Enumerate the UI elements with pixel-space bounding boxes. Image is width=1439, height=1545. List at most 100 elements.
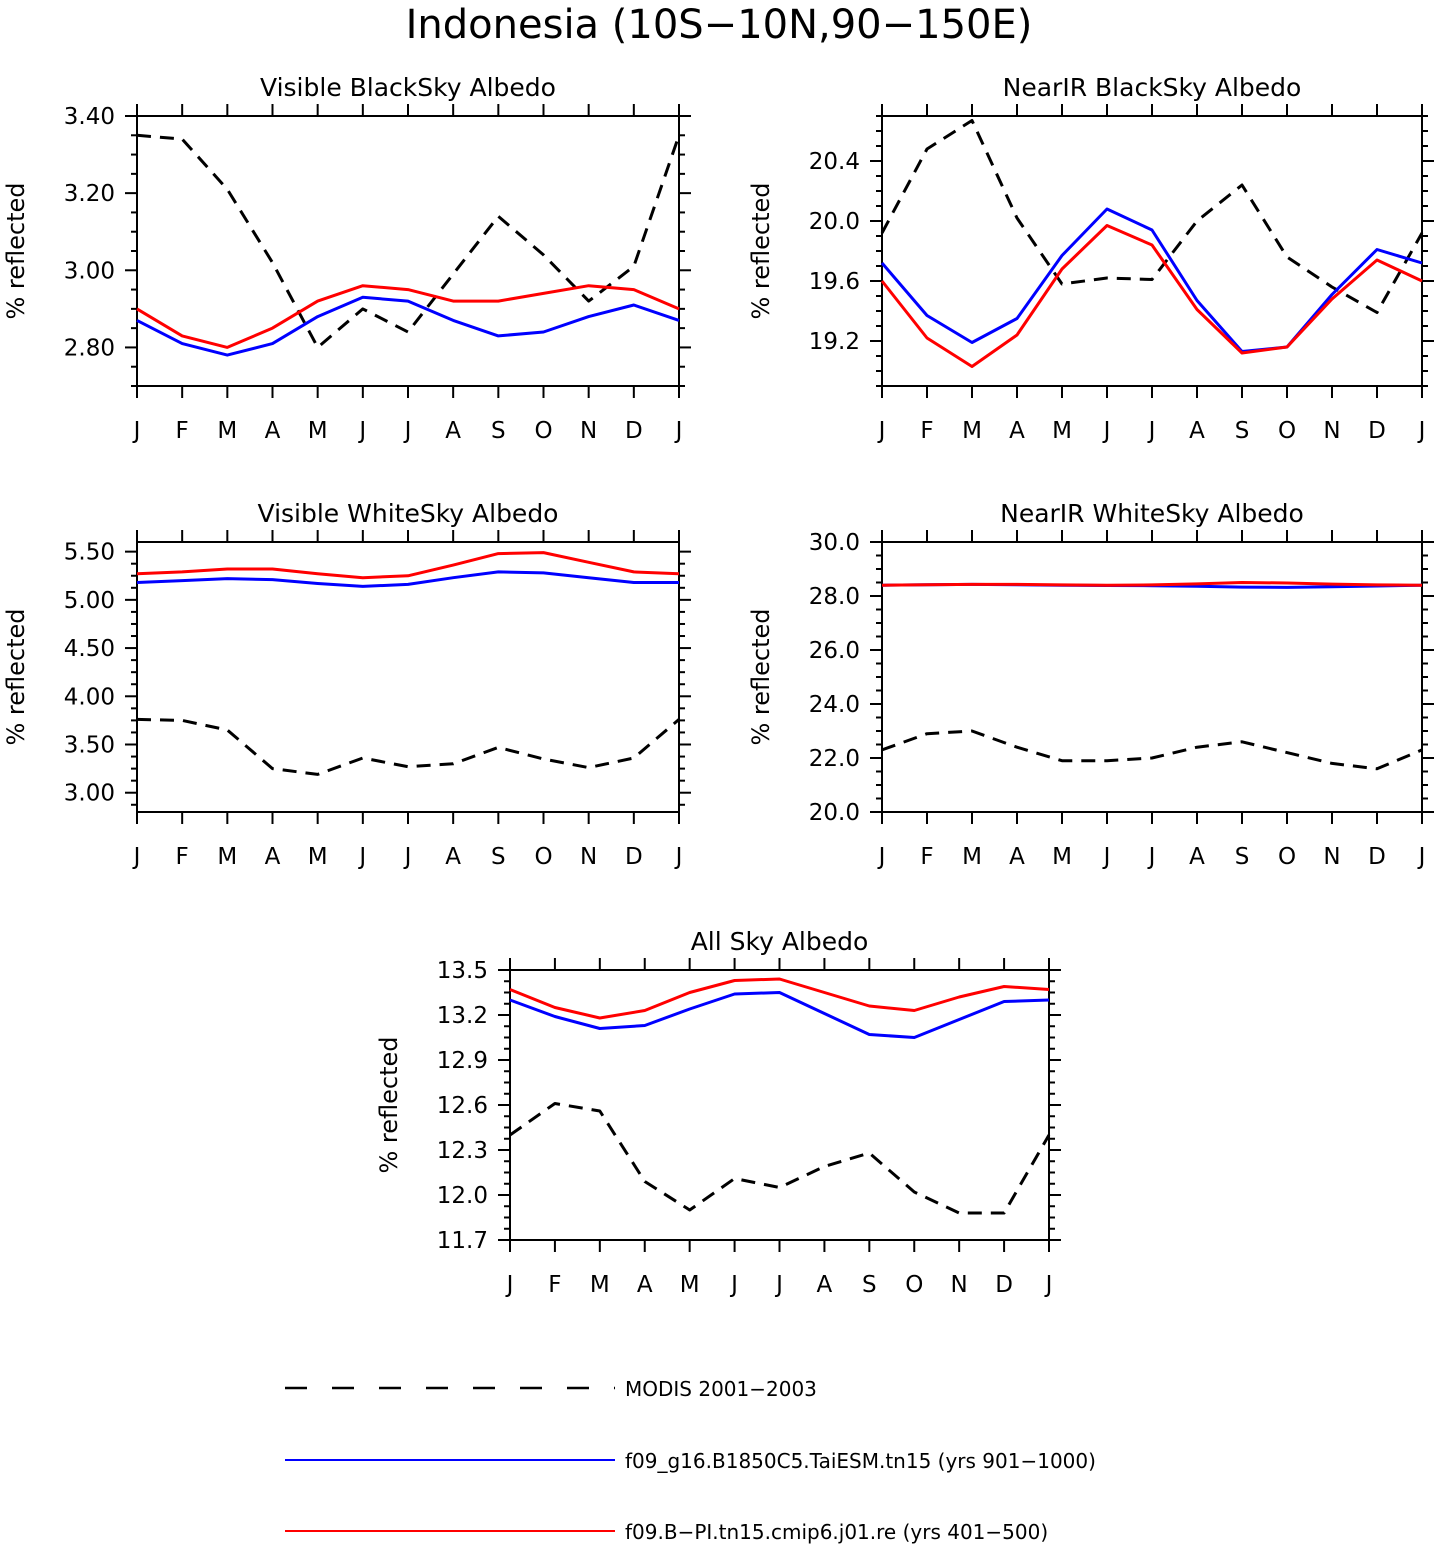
x-tick-label: O <box>1278 418 1296 444</box>
x-tick-label: M <box>308 844 328 870</box>
y-tick-label: 20.0 <box>809 209 860 235</box>
plot-frame <box>881 115 1423 387</box>
panel-1: Visible BlackSky Albedo % reflected J F M A M J… <box>2 73 691 444</box>
x-tick-label: A <box>1009 844 1025 870</box>
x-tick-label: S <box>1235 418 1250 444</box>
series-line-modis <box>880 119 1424 314</box>
x-tick-label: N <box>951 1272 968 1298</box>
series-line-modis <box>881 729 1423 771</box>
x-tick-label: J <box>1102 844 1111 870</box>
x-tick-label: O <box>905 1272 923 1298</box>
x-tick-label: J <box>403 418 412 444</box>
panel-title: All Sky Albedo <box>691 927 869 956</box>
x-tick-label: J <box>505 1272 514 1298</box>
panel-title: NearIR WhiteSky Albedo <box>1000 499 1304 528</box>
y-tick-label: 13.2 <box>437 1003 488 1029</box>
panel-3: Visible WhiteSky Albedo % reflected J F M A M J… <box>2 499 691 870</box>
y-tick-label: 3.00 <box>64 781 115 807</box>
x-tick-label: A <box>445 418 461 444</box>
y-tick-label: 19.2 <box>809 329 860 355</box>
x-tick-label: F <box>176 844 189 870</box>
x-tick-label: N <box>580 418 597 444</box>
x-tick-label: A <box>265 844 281 870</box>
series-line-modis <box>509 1102 1051 1215</box>
x-tick-label: S <box>1235 844 1250 870</box>
x-tick-label: A <box>817 1272 833 1298</box>
x-tick-label: A <box>1189 844 1205 870</box>
x-tick-label: M <box>308 418 328 444</box>
x-tick-label: N <box>1323 844 1340 870</box>
x-tick-label: S <box>491 418 506 444</box>
x-tick-label: D <box>625 844 643 870</box>
y-tick-label: 20.0 <box>809 800 860 826</box>
y-tick-label: 22.0 <box>809 746 860 772</box>
y-tick-label: 12.0 <box>437 1183 488 1209</box>
y-tick-label: 26.0 <box>809 638 860 664</box>
series-line-cmip6 <box>880 224 1423 368</box>
x-tick-label: J <box>674 844 683 870</box>
x-tick-label: D <box>1368 418 1386 444</box>
x-tick-label: A <box>637 1272 653 1298</box>
x-tick-label: F <box>176 418 189 444</box>
y-tick-label: 5.50 <box>64 540 115 566</box>
x-tick-label: J <box>1147 844 1156 870</box>
y-axis-label: % reflected <box>2 182 30 319</box>
x-tick-label: J <box>132 418 141 444</box>
x-tick-label: J <box>877 418 886 444</box>
legend: MODIS 2001−2003 f09_g16.B1850C5.TaiESM.tn… <box>285 1377 1096 1544</box>
panel-4: NearIR WhiteSky Albedo % reflected J F M A M J J… <box>747 499 1434 870</box>
series-line-taiesm <box>136 295 680 357</box>
y-tick-label: 3.20 <box>64 181 115 207</box>
series-line-taiesm <box>136 570 679 588</box>
panel-5: All Sky Albedo % reflected J F M A M J J A S O N D J 11… <box>375 927 1061 1298</box>
x-tick-label: J <box>403 844 412 870</box>
panel-title: Visible WhiteSky Albedo <box>258 499 559 528</box>
legend-label: f09_g16.B1850C5.TaiESM.tn15 (yrs 901−100… <box>625 1449 1096 1473</box>
x-tick-label: M <box>217 418 237 444</box>
figure-title: Indonesia (10S−10N,90−150E) <box>406 2 1033 48</box>
panels: Visible BlackSky Albedo % reflected J F M A M J… <box>2 73 1434 1298</box>
series-line-modis <box>136 717 680 776</box>
plot-frame <box>136 541 680 813</box>
x-tick-label: M <box>590 1272 610 1298</box>
y-tick-label: 20.4 <box>809 149 860 175</box>
y-tick-label: 12.3 <box>437 1138 488 1164</box>
x-tick-label: J <box>357 418 366 444</box>
x-tick-label: J <box>877 844 886 870</box>
x-tick-label: M <box>217 844 237 870</box>
x-tick-label: O <box>1278 844 1296 870</box>
x-tick-label: A <box>265 418 281 444</box>
y-axis-label: % reflected <box>747 182 775 319</box>
series-line-modis <box>136 133 681 349</box>
x-tick-label: D <box>995 1272 1013 1298</box>
x-tick-label: M <box>962 418 982 444</box>
series-line-cmip6 <box>881 581 1423 587</box>
x-tick-label: O <box>534 418 552 444</box>
x-tick-label: M <box>1052 418 1072 444</box>
plot-frame <box>509 969 1050 1241</box>
panel-title: NearIR BlackSky Albedo <box>1003 73 1302 102</box>
y-axis-label: % reflected <box>375 1036 403 1173</box>
panel-title: Visible BlackSky Albedo <box>260 73 556 102</box>
y-axis-label: % reflected <box>747 608 775 745</box>
x-tick-label: F <box>548 1272 561 1298</box>
x-tick-label: J <box>1417 418 1426 444</box>
x-tick-label: J <box>132 844 141 870</box>
series-line-taiesm <box>880 207 1423 353</box>
x-tick-label: J <box>729 1272 738 1298</box>
legend-label: f09.B−PI.tn15.cmip6.j01.re (yrs 401−500) <box>625 1520 1048 1544</box>
y-tick-label: 11.7 <box>437 1228 488 1254</box>
x-tick-label: M <box>962 844 982 870</box>
x-tick-label: M <box>680 1272 700 1298</box>
plot-frame <box>881 541 1423 813</box>
x-tick-label: S <box>862 1272 877 1298</box>
y-tick-label: 19.6 <box>809 269 860 295</box>
y-tick-label: 13.5 <box>437 958 488 984</box>
y-tick-label: 5.00 <box>64 588 115 614</box>
x-tick-label: J <box>774 1272 783 1298</box>
y-tick-label: 3.50 <box>64 733 115 759</box>
x-tick-label: N <box>580 844 597 870</box>
x-tick-label: J <box>1102 418 1111 444</box>
x-tick-label: N <box>1323 418 1340 444</box>
